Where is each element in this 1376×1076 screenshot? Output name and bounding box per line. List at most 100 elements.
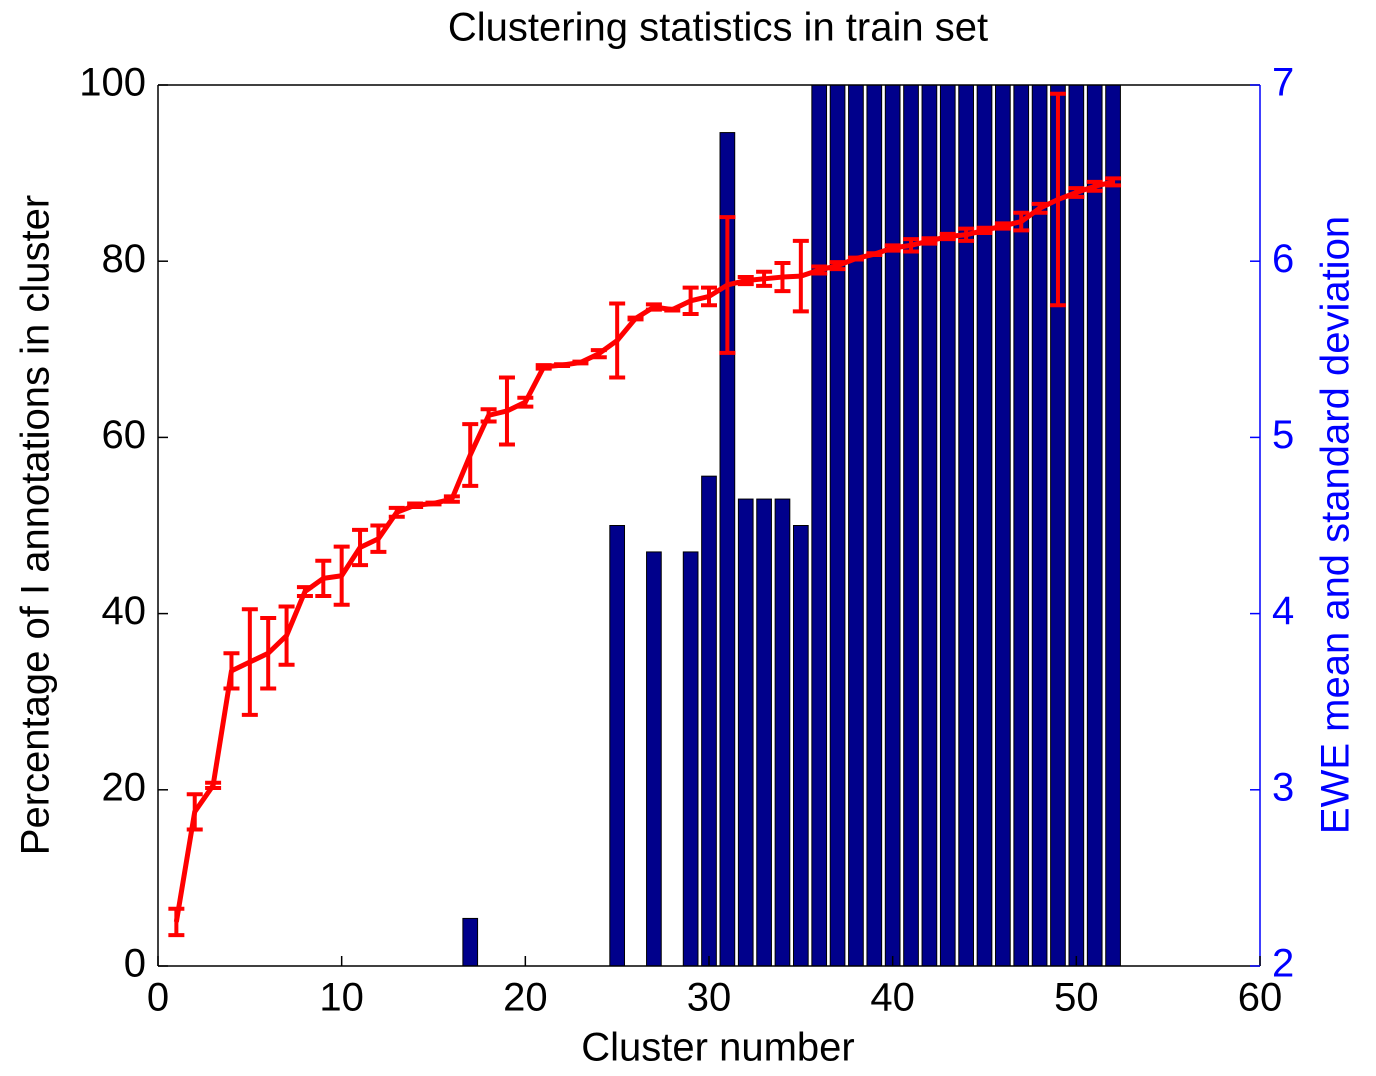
error-bar: [1086, 179, 1103, 193]
error-bar: [811, 264, 828, 276]
error-bar: [1068, 186, 1085, 199]
bar: [848, 84, 864, 967]
error-bar: [241, 607, 258, 717]
error-bar: [572, 359, 589, 366]
y-tick-label: 20: [102, 765, 147, 809]
error-bar: [462, 422, 479, 488]
bar: [958, 84, 974, 967]
error-bar: [296, 585, 313, 598]
error-bar: [976, 225, 993, 236]
line: [173, 179, 1114, 923]
error-bar: [792, 238, 809, 314]
error-bar: [517, 395, 534, 409]
error-bar: [370, 523, 387, 554]
error-bar: [1049, 91, 1066, 308]
error-bar: [333, 544, 350, 607]
error-bar: [737, 275, 754, 287]
x-axis-label: Cluster number: [581, 1026, 854, 1070]
error-bar: [609, 301, 626, 380]
error-bar: [1105, 176, 1122, 188]
error-bar: [774, 260, 791, 294]
chart-title: Clustering statistics in train set: [448, 6, 988, 50]
error-bar: [994, 221, 1011, 231]
error-bar: [645, 302, 662, 312]
y2-tick-label: 6: [1272, 237, 1294, 281]
y2-tick-label: 5: [1272, 413, 1294, 457]
error-bar: [443, 494, 460, 504]
error-bar: [535, 363, 552, 371]
x-tick-label: 40: [870, 976, 915, 1020]
x-tick-label: 20: [503, 976, 548, 1020]
error-bar: [903, 237, 920, 254]
error-bar: [480, 407, 497, 424]
x-tick-label: 10: [319, 976, 364, 1020]
bar: [811, 84, 828, 967]
error-bar: [921, 236, 938, 246]
bar: [995, 84, 1011, 967]
bar: [774, 498, 791, 967]
bar: [1031, 84, 1048, 967]
error-bar: [260, 616, 277, 691]
bar: [1105, 84, 1121, 967]
y-tick-label: 0: [124, 942, 146, 986]
bar: [682, 551, 699, 967]
error-bar: [958, 226, 975, 243]
y2-axis-label: EWE mean and standard deviation: [1314, 216, 1358, 834]
bar: [737, 498, 754, 967]
x-tick-label: 30: [687, 976, 732, 1020]
error-bar: [847, 255, 864, 262]
bar: [829, 84, 846, 967]
error-bar: [554, 362, 571, 369]
error-bar: [425, 500, 442, 507]
error-bar: [627, 315, 644, 322]
y2-tick-label: 2: [1272, 942, 1294, 986]
error-bar: [682, 285, 699, 317]
error-bar: [168, 906, 185, 938]
error-bar: [664, 306, 681, 313]
y-tick-label: 40: [102, 589, 147, 633]
error-bar: [498, 375, 515, 447]
error-bar: [388, 505, 405, 519]
bar: [866, 84, 883, 967]
y2-tick-label: 7: [1272, 61, 1294, 105]
error-bar: [829, 260, 846, 272]
bar: [921, 84, 938, 967]
y-axis-label: Percentage of I annotations in cluster: [14, 195, 58, 855]
error-bar: [866, 251, 883, 258]
error-bar: [884, 243, 901, 253]
x-tick-label: 50: [1054, 976, 1099, 1020]
bar: [903, 84, 919, 967]
error-bar: [756, 269, 773, 288]
error-bar: [223, 651, 240, 691]
x-tick-label: 60: [1238, 976, 1283, 1020]
error-bar: [1031, 201, 1048, 215]
y-tick-label: 60: [102, 413, 147, 457]
bar: [756, 498, 772, 967]
bar: [976, 84, 993, 967]
error-bar: [590, 348, 607, 360]
y2-tick-label: 3: [1272, 765, 1294, 809]
error-bar: [1013, 210, 1030, 233]
y2-tick-label: 4: [1272, 589, 1294, 633]
y-tick-label: 100: [79, 61, 146, 105]
error-bar: [701, 285, 717, 308]
error-bar: [939, 231, 956, 242]
bar: [646, 551, 662, 967]
bar: [1068, 84, 1085, 967]
error-bar: [407, 501, 424, 509]
bar: [1086, 84, 1103, 967]
error-bar: [719, 215, 736, 355]
error-bar: [186, 792, 203, 832]
bar: [462, 917, 479, 967]
bar: [701, 475, 717, 967]
bar: [609, 525, 626, 967]
error-bar: [352, 527, 369, 568]
error-bar: [278, 604, 295, 667]
y-tick-label: 80: [102, 237, 147, 281]
bar: [884, 84, 901, 967]
bar: [792, 525, 809, 967]
error-bar: [315, 558, 332, 598]
error-bar: [205, 780, 222, 791]
bar: [939, 84, 956, 967]
